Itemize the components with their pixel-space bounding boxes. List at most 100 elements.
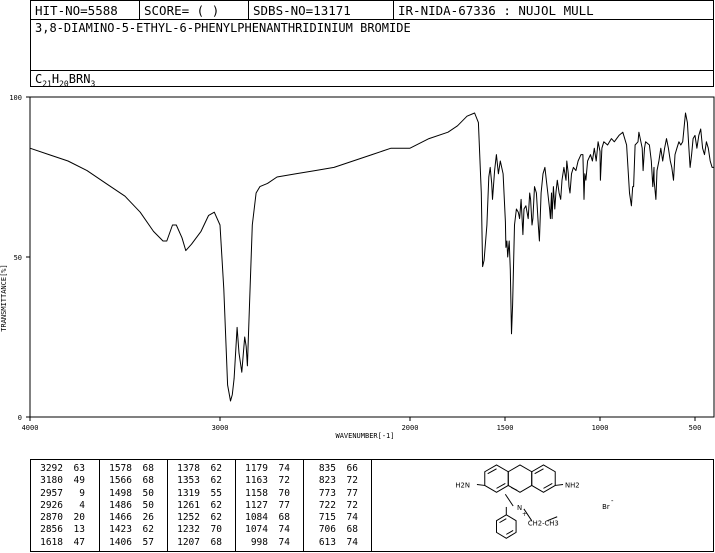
peak-transmittance: 62 <box>210 512 222 524</box>
peak-transmittance: 68 <box>278 512 290 524</box>
peak-row: 1074 74 <box>236 524 303 536</box>
peak-wavenumber: 1319 <box>177 487 200 499</box>
y-tick-label: 100 <box>9 94 22 102</box>
sdbs-number: SDBS-NO=13171 <box>249 1 394 20</box>
molecular-structure: H2N NH2 N + CH2-CH3 Br - <box>372 459 714 552</box>
peak-wavenumber: 1566 <box>109 475 132 487</box>
peak-row: 773 77 <box>304 488 373 500</box>
peak-transmittance: 77 <box>346 487 358 499</box>
peak-wavenumber: 1074 <box>245 524 268 536</box>
peak-row: 1232 70 <box>168 524 235 536</box>
peak-row: 1378 62 <box>168 463 235 475</box>
x-tick-label: 500 <box>689 424 702 432</box>
peak-row: 835 66 <box>304 463 373 475</box>
peak-wavenumber: 2856 <box>40 524 63 536</box>
x-tick-label: 3000 <box>212 424 229 432</box>
peak-row: 1618 47 <box>31 537 99 549</box>
peak-row: 1127 77 <box>236 500 303 512</box>
peak-row: 613 74 <box>304 537 373 549</box>
peak-row: 1163 72 <box>236 475 303 487</box>
peak-column: 3292 63 3180 49 2957 9 2926 4 2870 20 2856 13 1618 47 <box>31 460 100 551</box>
y-tick-label: 0 <box>18 414 22 422</box>
peak-row: 998 74 <box>236 537 303 549</box>
spectrum-header: HIT-NO=5588 SCORE= ( ) SDBS-NO=13171 IR-… <box>30 0 714 88</box>
peak-transmittance: 62 <box>210 463 222 474</box>
peak-wavenumber: 706 <box>318 524 336 536</box>
peak-row: 2870 20 <box>31 512 99 524</box>
x-axis-label: WAVENUMBER[-1] <box>335 432 394 440</box>
peak-wavenumber: 3292 <box>40 463 63 474</box>
structure-bonds <box>476 464 564 539</box>
peak-transmittance: 77 <box>278 499 290 511</box>
peak-wavenumber: 2957 <box>40 487 63 499</box>
peak-transmittance: 74 <box>278 524 290 536</box>
peak-transmittance: 74 <box>278 536 290 548</box>
peak-wavenumber: 1232 <box>177 524 200 536</box>
ir-code: IR-NIDA-67336 : NUJOL MULL <box>398 3 594 18</box>
peak-wavenumber: 1127 <box>245 499 268 511</box>
peak-wavenumber: 1207 <box>177 536 200 548</box>
peak-row: 722 72 <box>304 500 373 512</box>
peak-transmittance: 62 <box>142 524 154 536</box>
peak-row: 1252 62 <box>168 512 235 524</box>
peak-row: 3292 63 <box>31 463 99 475</box>
x-tick-label: 1000 <box>592 424 609 432</box>
peak-transmittance: 26 <box>142 512 154 524</box>
peak-row: 2926 4 <box>31 500 99 512</box>
peak-transmittance: 55 <box>210 487 222 499</box>
peak-column: 835 66 823 72 773 77 722 72 715 74 706 68 613 74 <box>304 460 373 551</box>
y-tick-label: 50 <box>14 254 22 262</box>
peak-wavenumber: 2926 <box>40 499 63 511</box>
molecular-formula: C21H20BRN3 <box>31 70 713 88</box>
peak-table: 3292 63 3180 49 2957 9 2926 4 2870 20 2856 13 1618 47… <box>30 459 372 552</box>
peak-wavenumber: 722 <box>318 499 336 511</box>
peak-wavenumber: 1252 <box>177 512 200 524</box>
peak-wavenumber: 1466 <box>109 512 132 524</box>
counter-ion-label: Br <box>602 503 610 511</box>
peak-wavenumber: 835 <box>318 463 336 474</box>
plot-frame <box>29 96 715 418</box>
peak-column: 1378 62 1353 62 1319 55 1261 62 1252 62 1232 70 1207… <box>168 460 236 551</box>
peak-transmittance: 74 <box>346 512 358 524</box>
peak-row: 1566 68 <box>100 475 167 487</box>
peak-row: 1498 50 <box>100 488 167 500</box>
peak-transmittance: 66 <box>346 463 358 474</box>
compound-name: 3,8-DIAMINO-5-ETHYL-6-PHENYLPHENANTHRIDI… <box>35 21 411 35</box>
peak-transmittance: 72 <box>346 499 358 511</box>
header-meta-row: HIT-NO=5588 SCORE= ( ) SDBS-NO=13171 IR-… <box>31 1 713 20</box>
peak-wavenumber: 1423 <box>109 524 132 536</box>
peak-transmittance: 68 <box>210 536 222 548</box>
peak-row: 823 72 <box>304 475 373 487</box>
charge-label: + <box>522 512 527 518</box>
peak-row: 1319 55 <box>168 488 235 500</box>
peak-row: 1353 62 <box>168 475 235 487</box>
peak-row: 715 74 <box>304 512 373 524</box>
amino-left-label: H2N <box>455 481 470 489</box>
peak-row: 1179 74 <box>236 463 303 475</box>
peak-transmittance: 50 <box>142 487 154 499</box>
peak-transmittance: 68 <box>142 463 154 474</box>
peak-row: 1207 68 <box>168 537 235 549</box>
peak-wavenumber: 2870 <box>40 512 63 524</box>
peak-wavenumber: 1406 <box>109 536 132 548</box>
peak-column: 1578 68 1566 68 1498 50 1486 50 1466 26 1423 62 1406… <box>100 460 168 551</box>
peak-wavenumber: 1261 <box>177 499 200 511</box>
peak-column: 1179 74 1163 72 1158 70 1127 77 1084 68 1074 74 998 7… <box>236 460 304 551</box>
peak-wavenumber: 998 <box>250 536 268 548</box>
hit-number: HIT-NO=5588 <box>31 1 140 20</box>
peak-row: 1084 68 <box>236 512 303 524</box>
peak-row: 3180 49 <box>31 475 99 487</box>
peak-wavenumber: 823 <box>318 475 336 487</box>
peak-row: 1486 50 <box>100 500 167 512</box>
peak-wavenumber: 1158 <box>245 487 268 499</box>
x-tick-label: 4000 <box>22 424 39 432</box>
peak-wavenumber: 1084 <box>245 512 268 524</box>
peak-wavenumber: 1353 <box>177 475 200 487</box>
peak-row: 2856 13 <box>31 524 99 536</box>
y-axis-label: TRANSMITTANCE[%] <box>0 264 8 331</box>
peak-transmittance: 47 <box>73 536 85 548</box>
peak-wavenumber: 1486 <box>109 499 132 511</box>
peak-row: 1261 62 <box>168 500 235 512</box>
peak-transmittance: 9 <box>79 487 85 499</box>
spectrum-line <box>29 112 714 402</box>
